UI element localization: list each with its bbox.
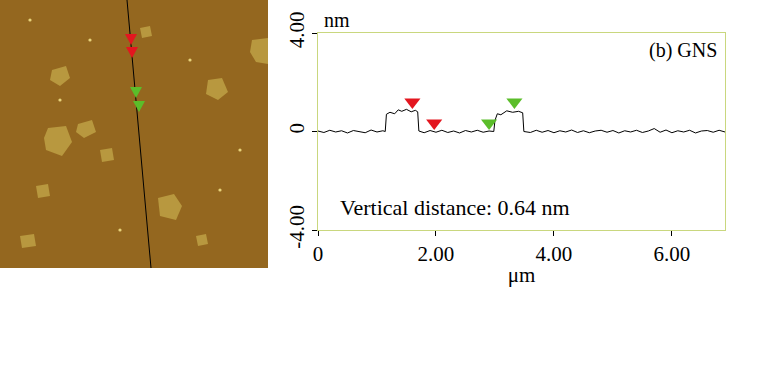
svg-text:6.00: 6.00 — [654, 242, 691, 266]
svg-text:4.00: 4.00 — [536, 242, 573, 266]
svg-text:Vertical distance: 0.64 nm: Vertical distance: 0.64 nm — [340, 195, 570, 220]
svg-text:0: 0 — [285, 123, 309, 134]
svg-text:0: 0 — [313, 242, 324, 266]
svg-text:nm: nm — [324, 9, 350, 31]
svg-text:2.00: 2.00 — [418, 242, 455, 266]
svg-text:4.00: 4.00 — [285, 11, 309, 48]
svg-text:(b) GNS: (b) GNS — [649, 39, 717, 62]
svg-text:μm: μm — [508, 263, 536, 287]
svg-text:-4.00: -4.00 — [285, 205, 309, 249]
